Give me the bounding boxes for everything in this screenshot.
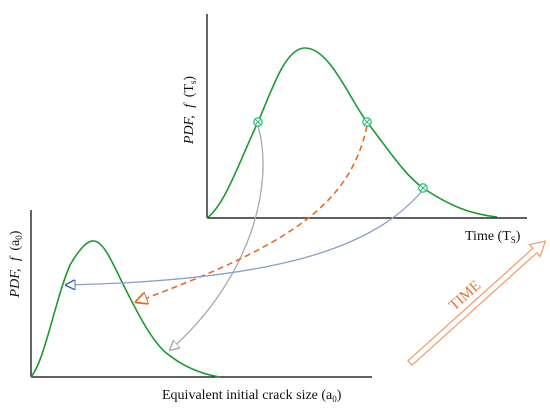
lower-pdf-curve <box>30 240 221 378</box>
lower-y-axis-label: PDF, f (a0) <box>8 230 24 298</box>
upper-x-axis-label: Time (TS) <box>465 229 521 245</box>
upper-pdf-curve <box>206 47 498 219</box>
orange-dashed-mapping-arrow <box>136 125 368 302</box>
marker-left <box>253 117 263 127</box>
upper-plot: PDF, f (Ts) Time (TS) <box>182 14 527 245</box>
time-arrow: TIME <box>407 240 547 367</box>
time-arrow-shape <box>407 240 547 367</box>
upper-y-axis-label: PDF, f (Ts) <box>182 76 198 146</box>
lower-x-axis-label: Equivalent initial crack size (a0) <box>162 388 342 404</box>
marker-middle <box>362 117 372 127</box>
gray-mapping-arrow <box>170 125 264 350</box>
marker-right <box>418 183 428 193</box>
lower-plot: PDF, f (a0) Equivalent initial crack siz… <box>8 210 372 404</box>
blue-mapping-arrow <box>66 189 424 285</box>
